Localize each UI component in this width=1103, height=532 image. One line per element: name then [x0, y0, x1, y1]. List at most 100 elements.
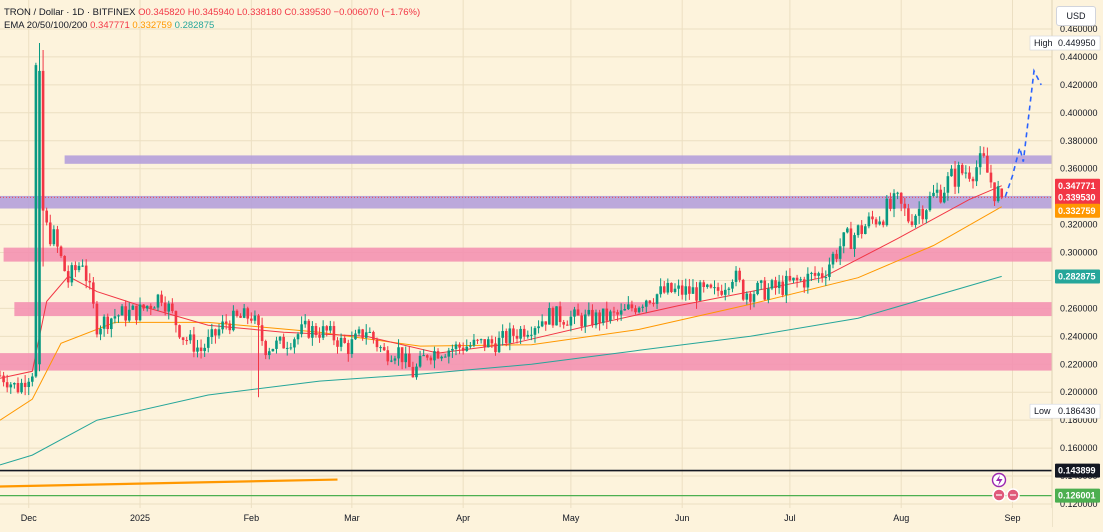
candle-body[interactable] [691, 287, 695, 294]
candle-body[interactable] [206, 337, 210, 348]
candle-body[interactable] [759, 280, 763, 283]
candle[interactable] [364, 324, 368, 345]
candle[interactable] [591, 304, 594, 328]
candle-body[interactable] [429, 357, 433, 361]
candle-body[interactable] [677, 285, 680, 289]
candle-body[interactable] [443, 356, 447, 358]
candle-body[interactable] [820, 273, 824, 279]
candle-body[interactable] [343, 337, 346, 343]
candle[interactable] [925, 208, 928, 224]
candle-body[interactable] [1000, 188, 1004, 198]
candle[interactable] [957, 161, 960, 194]
candle-body[interactable] [174, 311, 178, 326]
candle-body[interactable] [20, 382, 23, 393]
candle-body[interactable] [996, 186, 1000, 202]
candle[interactable] [885, 195, 889, 227]
candle-body[interactable] [594, 312, 598, 326]
candle-body[interactable] [860, 225, 864, 234]
candle-body[interactable] [31, 376, 34, 382]
candle-body[interactable] [135, 305, 138, 321]
candle[interactable] [120, 304, 124, 316]
candle-body[interactable] [698, 282, 702, 301]
candle-body[interactable] [127, 309, 131, 321]
candle[interactable] [878, 216, 881, 226]
candle[interactable] [2, 371, 5, 387]
candle[interactable] [727, 286, 731, 296]
candle-body[interactable] [16, 383, 20, 393]
candle[interactable] [569, 310, 573, 332]
candle[interactable] [408, 345, 411, 368]
candle[interactable] [264, 339, 267, 360]
candle[interactable] [451, 344, 454, 358]
candle-body[interactable] [138, 304, 142, 321]
candle[interactable] [846, 226, 849, 234]
candle-body[interactable] [605, 308, 609, 321]
candle[interactable] [544, 321, 548, 331]
candle-body[interactable] [350, 339, 354, 355]
candle-body[interactable] [734, 270, 738, 282]
candle[interactable] [734, 266, 738, 287]
candle[interactable] [48, 214, 52, 247]
candle-body[interactable] [447, 350, 451, 357]
candle-body[interactable] [562, 322, 565, 325]
time-axis[interactable]: Dec 2025 Feb Mar Apr May Jun Jul Aug Sep [0, 508, 1052, 527]
candle[interactable] [508, 322, 512, 351]
candle[interactable] [357, 326, 361, 336]
candle-body[interactable] [145, 305, 149, 309]
candle[interactable] [522, 325, 526, 340]
candle-body[interactable] [454, 344, 458, 349]
candle[interactable] [343, 334, 346, 344]
candle-body[interactable] [946, 176, 950, 193]
candle-body[interactable] [92, 282, 95, 304]
price-axis[interactable]: 0.1200000.1400000.1600000.1800000.200000… [1051, 0, 1103, 527]
candle-body[interactable] [188, 334, 192, 341]
candle-body[interactable] [379, 347, 382, 349]
candle[interactable] [386, 346, 390, 366]
candle-body[interactable] [311, 326, 314, 338]
candle-body[interactable] [282, 336, 285, 349]
candle-body[interactable] [598, 312, 601, 323]
candle-body[interactable] [785, 275, 788, 295]
candle-body[interactable] [942, 192, 946, 203]
candle[interactable] [303, 314, 307, 328]
candle[interactable] [425, 354, 429, 361]
candle[interactable] [275, 336, 278, 354]
candle[interactable] [655, 293, 659, 309]
candle[interactable] [982, 146, 986, 158]
candle[interactable] [138, 297, 142, 322]
candle[interactable] [127, 302, 131, 323]
candle-body[interactable] [565, 324, 569, 326]
candle[interactable] [921, 205, 925, 224]
candle-body[interactable] [192, 334, 196, 352]
candle-body[interactable] [70, 265, 74, 283]
candle-body[interactable] [494, 343, 497, 353]
candle[interactable] [562, 319, 565, 329]
candle[interactable] [917, 201, 921, 224]
candle[interactable] [501, 324, 504, 346]
candle[interactable] [627, 296, 630, 311]
candle[interactable] [512, 325, 515, 343]
candle[interactable] [993, 182, 996, 206]
candle[interactable] [799, 276, 802, 282]
candle-body[interactable] [713, 287, 716, 289]
candle[interactable] [404, 346, 408, 369]
candle[interactable] [314, 323, 318, 338]
event-icons[interactable] [991, 472, 1020, 502]
candle[interactable] [239, 313, 242, 319]
candle[interactable] [206, 329, 210, 353]
candle[interactable] [307, 319, 311, 339]
candle[interactable] [149, 303, 153, 316]
candle-body[interactable] [975, 167, 978, 182]
candle-body[interactable] [551, 308, 555, 326]
candle-body[interactable] [487, 339, 490, 348]
candle[interactable] [756, 281, 759, 296]
candle-body[interactable] [609, 311, 612, 321]
candle-body[interactable] [670, 282, 673, 293]
candle-body[interactable] [2, 375, 5, 383]
candle-body[interactable] [548, 308, 551, 325]
candle-body[interactable] [372, 331, 375, 340]
candle-body[interactable] [993, 182, 996, 202]
candle[interactable] [723, 283, 727, 301]
candle-body[interactable] [167, 303, 171, 312]
candle[interactable] [752, 290, 756, 308]
